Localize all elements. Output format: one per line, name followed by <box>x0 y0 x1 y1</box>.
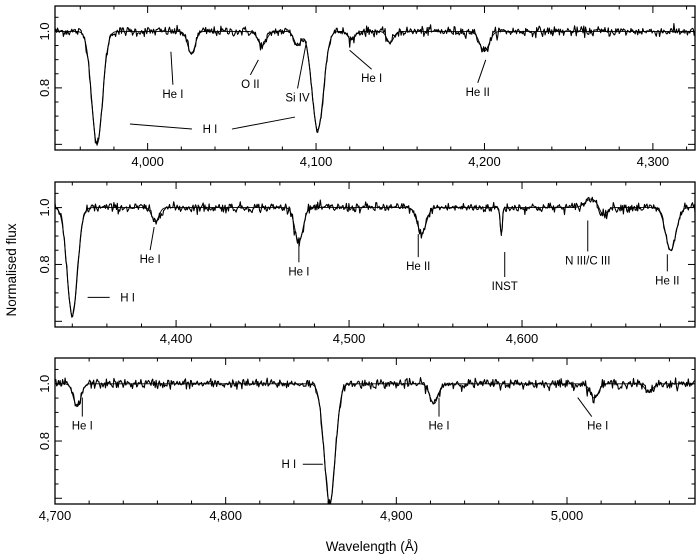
x-tick-label: 4,100 <box>300 154 333 169</box>
x-tick-label: 4,900 <box>380 508 413 523</box>
observed-spectrum-line <box>54 376 696 505</box>
line-label: He I <box>72 421 93 433</box>
y-tick-label: 0.8 <box>37 432 52 450</box>
line-label: He I <box>428 421 449 433</box>
line-label-leader <box>349 49 372 70</box>
line-label: He II <box>655 275 679 287</box>
line-label: N III/C III <box>565 255 610 267</box>
plot-frame <box>54 357 696 505</box>
model-spectrum-line <box>55 30 695 146</box>
x-tick-label: 4,300 <box>637 154 670 169</box>
spectrum-panel-1: 4,000 4,100 4,200 4,300 0.8 1.0 He I O II Si IV H… <box>37 5 696 169</box>
x-tick-label: 4,600 <box>506 331 539 346</box>
line-label: H I <box>203 124 218 136</box>
model-spectrum-line <box>55 383 695 505</box>
y-tick-label: 1.0 <box>37 199 52 217</box>
line-label: He I <box>361 73 382 85</box>
x-tick-label: 4,800 <box>209 508 242 523</box>
line-label-leader <box>149 226 155 251</box>
line-label-leader <box>477 59 487 83</box>
y-tick-label: 0.8 <box>37 79 52 97</box>
y-tick-label: 1.0 <box>37 375 52 393</box>
plot-frame <box>54 181 696 328</box>
plot-frame <box>54 5 696 151</box>
line-label-leader <box>249 59 259 76</box>
line-label: Si IV <box>285 92 310 104</box>
line-label: INST <box>492 281 518 293</box>
line-label: O II <box>241 79 260 91</box>
line-label: H I <box>120 292 135 304</box>
observed-spectrum-line <box>54 196 696 318</box>
line-label: H I <box>281 459 296 471</box>
line-label: He I <box>587 421 608 433</box>
line-label: He I <box>288 266 309 278</box>
x-tick-label: 4,000 <box>131 154 164 169</box>
x-tick-label: 4,200 <box>468 154 501 169</box>
x-tick-label: 4,400 <box>160 331 193 346</box>
line-label-leader <box>231 116 296 130</box>
line-label-leader <box>170 51 174 85</box>
y-tick-label: 0.8 <box>37 255 52 273</box>
line-label: He II <box>466 87 490 99</box>
x-tick-label: 4,700 <box>39 508 72 523</box>
line-label: He II <box>406 261 430 273</box>
y-tick-label: 1.0 <box>37 22 52 40</box>
line-label: He I <box>162 89 183 101</box>
x-axis-label: Wavelength (Å) <box>326 539 419 554</box>
line-label-leader <box>297 41 308 89</box>
line-label-leader <box>577 397 593 417</box>
line-label: He I <box>140 254 161 266</box>
spectrum-panel-3: 4,700 4,800 4,900 5,000 0.8 1.0 He I He I He I H … <box>37 357 696 523</box>
y-axis-label: Normalised flux <box>4 223 19 316</box>
x-tick-label: 4,500 <box>333 331 366 346</box>
spectrum-panel-2: 4,400 4,500 4,600 0.8 1.0 He I He I He II INST N … <box>37 181 696 346</box>
line-label-leader <box>129 123 192 130</box>
observed-spectrum-line <box>54 23 696 146</box>
x-tick-label: 5,000 <box>551 508 584 523</box>
